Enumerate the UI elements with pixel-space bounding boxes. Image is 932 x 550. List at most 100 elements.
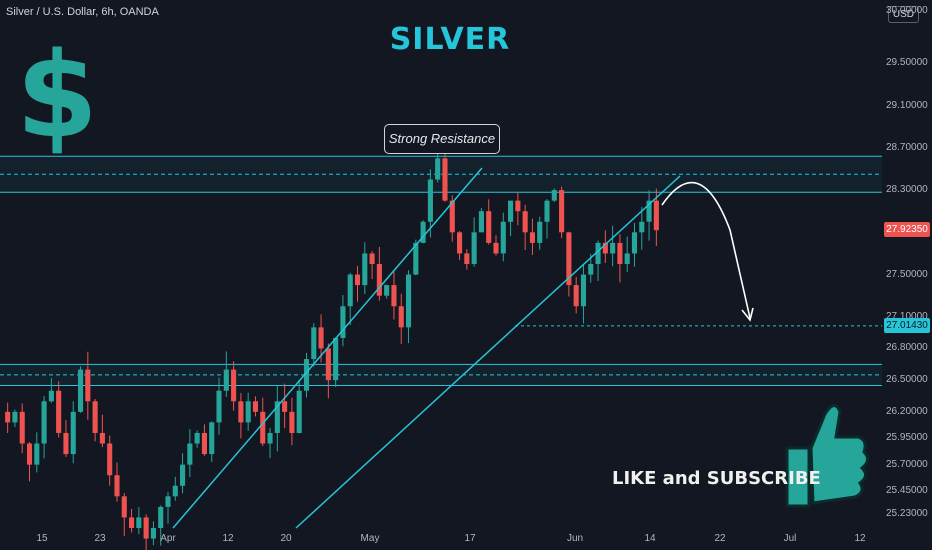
candle-body — [231, 369, 237, 402]
candle-body — [282, 401, 288, 412]
thumbs-up-icon — [785, 404, 869, 508]
candle-body — [180, 464, 186, 486]
projection-curve — [661, 181, 751, 319]
y-tick-label: 29.50000 — [886, 57, 928, 69]
candle-body — [602, 242, 608, 254]
candle-body — [515, 200, 521, 212]
candle-body — [413, 242, 419, 275]
candle-body — [464, 253, 470, 264]
candle-body — [595, 242, 601, 264]
x-tick-label: Jul — [783, 533, 797, 544]
y-tick-label: 30.00000 — [886, 4, 928, 16]
candle-body — [158, 506, 164, 528]
candle-body — [296, 390, 302, 433]
x-tick-label: 23 — [94, 533, 106, 544]
x-tick-label: 17 — [464, 533, 476, 544]
projection-arrow — [661, 181, 754, 322]
candle-body — [457, 232, 463, 254]
candlestick-series — [5, 142, 659, 550]
y-tick-label: 27.10000 — [886, 310, 928, 322]
candle-body — [471, 232, 477, 264]
candle-body — [41, 401, 47, 444]
candle-body — [646, 200, 652, 222]
candle-body — [544, 200, 550, 222]
candle-body — [566, 232, 572, 286]
candle-body — [252, 401, 259, 412]
candle-body — [201, 432, 207, 455]
candle-body — [369, 253, 375, 264]
candle-body — [34, 443, 40, 465]
candle-body — [19, 411, 25, 444]
y-tick-label: 26.80000 — [886, 342, 928, 354]
candle-body — [325, 348, 331, 381]
x-tick-label: 20 — [280, 533, 292, 544]
candle-body — [216, 390, 222, 423]
like-subscribe-text: LIKE and SUBSCRIBE — [612, 468, 821, 489]
candle-body — [48, 390, 54, 402]
candle-body — [354, 274, 361, 286]
candle-body — [274, 401, 280, 433]
candle-body — [537, 221, 543, 243]
candle-body — [129, 517, 135, 528]
x-tick-label: Apr — [160, 533, 176, 544]
candle-body — [289, 411, 295, 433]
candle-body — [85, 369, 91, 402]
candle-body — [478, 211, 484, 233]
candle-body — [442, 158, 448, 201]
candle-body — [580, 274, 587, 307]
candle-body — [63, 432, 69, 455]
candle-body — [522, 211, 528, 233]
candle-body — [347, 274, 353, 307]
candle-body — [559, 190, 565, 233]
candle-body — [624, 253, 630, 264]
y-tick-label: 26.50000 — [886, 374, 928, 386]
y-tick-label: 29.10000 — [886, 99, 928, 111]
y-tick-label: 25.23000 — [886, 508, 928, 520]
candle-body — [493, 242, 499, 254]
candle-body — [150, 528, 156, 539]
candle-body — [420, 221, 426, 243]
candle-body — [653, 200, 659, 231]
symbol-header: Silver / U.S. Dollar, 6h, OANDA — [6, 6, 159, 18]
candle-body — [500, 221, 506, 254]
currency-button[interactable]: USD — [887, 6, 919, 23]
candle-body — [573, 285, 579, 307]
candle-body — [340, 306, 346, 338]
candle-body — [311, 327, 317, 360]
candle-body — [398, 306, 404, 328]
candle-body — [56, 390, 62, 433]
candle-body — [70, 411, 76, 455]
y-tick-label: 27.50000 — [886, 268, 928, 280]
candle-body — [238, 401, 244, 423]
candle-body — [303, 359, 310, 391]
candle-body — [194, 432, 200, 444]
channel-lower-line — [295, 175, 681, 529]
candle-body — [165, 496, 171, 507]
y-tick-label: 28.70000 — [886, 141, 928, 153]
candle-body — [333, 337, 339, 381]
candle-body — [5, 411, 11, 423]
candle-body — [12, 411, 18, 423]
candle-body — [508, 200, 514, 222]
svg-text:$: $ — [16, 26, 98, 164]
candle-body — [639, 221, 645, 233]
target-price-tag: 27.01430 — [884, 317, 930, 333]
y-tick-label: 28.30000 — [886, 184, 928, 196]
x-tick-label: 22 — [714, 533, 726, 544]
chart-title: SILVER — [389, 22, 511, 57]
candle-body — [631, 232, 638, 254]
candle-body — [245, 401, 251, 423]
current-price-tag: 27.92350 — [884, 221, 930, 237]
candle-body — [99, 432, 105, 444]
y-tick-label: 26.20000 — [886, 405, 928, 417]
x-tick-label: 15 — [36, 533, 48, 544]
candle-body — [223, 369, 229, 391]
candle-body — [551, 190, 557, 201]
candle-body — [391, 285, 397, 307]
candle-body — [405, 274, 412, 328]
candle-body — [209, 422, 215, 455]
candle-body — [92, 401, 98, 433]
x-tick-label: 12 — [222, 533, 234, 544]
candle-body — [26, 443, 33, 465]
